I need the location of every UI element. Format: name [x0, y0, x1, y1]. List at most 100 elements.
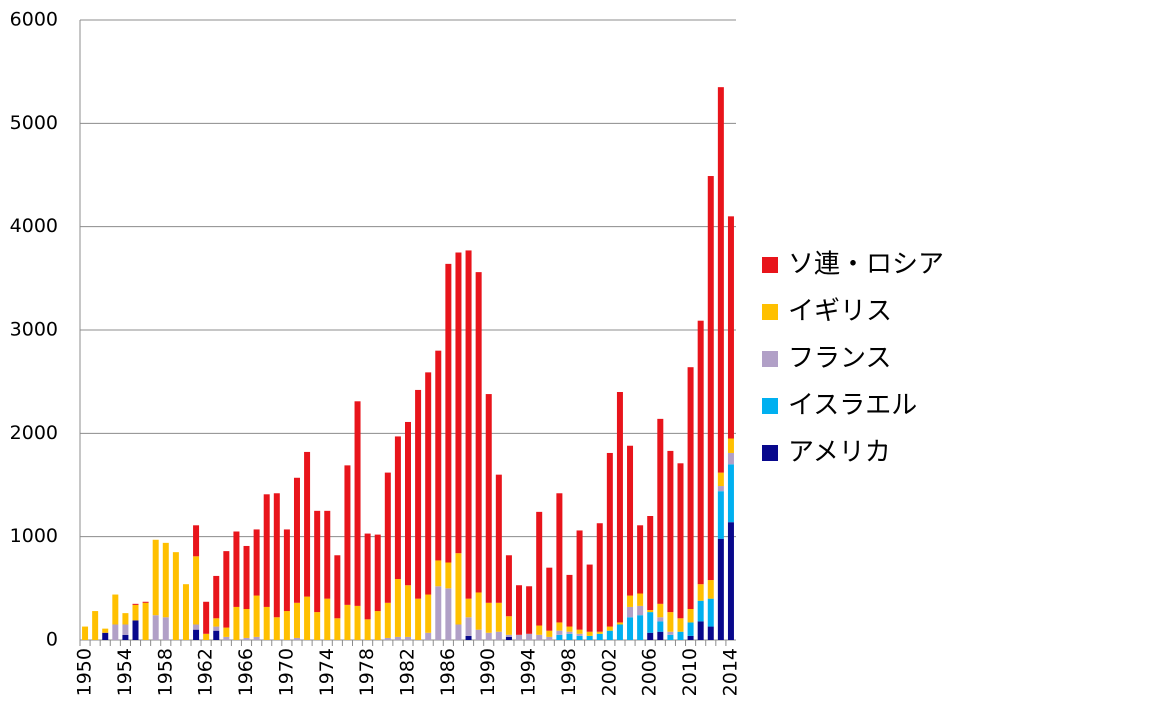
bar-segment	[616, 392, 623, 623]
bar-segment	[606, 452, 613, 627]
bar-segment	[162, 617, 169, 640]
legend-swatch	[762, 304, 778, 320]
x-tick-label: 1990	[477, 648, 499, 696]
bar-segment	[465, 598, 472, 618]
bar-segment	[495, 631, 502, 640]
bar-segment	[475, 629, 482, 640]
bar-segment	[203, 633, 210, 640]
bar-segment	[102, 632, 109, 640]
bar-segment	[566, 633, 573, 640]
bar-segment	[566, 626, 573, 632]
bar-segment	[495, 602, 502, 632]
bar-segment	[455, 624, 462, 640]
bar-segment	[596, 631, 603, 634]
bar-segment	[707, 598, 714, 627]
bar-segment	[647, 632, 654, 640]
legend-swatch	[762, 257, 778, 273]
x-tick-label: 1982	[397, 648, 419, 696]
bar-segment	[677, 463, 684, 619]
bar-segment	[657, 621, 664, 632]
bar-segment	[667, 634, 674, 640]
bar-segment	[556, 630, 563, 635]
bar-segment	[354, 605, 361, 640]
bar-segment	[132, 620, 139, 640]
bar-segment	[727, 522, 734, 640]
x-tick-label: 2010	[679, 648, 701, 696]
legend-label: イスラエル	[788, 391, 917, 421]
bar-segment	[727, 452, 734, 465]
bar-segment	[223, 627, 230, 637]
bar-segment	[616, 624, 623, 640]
bar-segment	[556, 493, 563, 623]
bar-segment	[263, 494, 270, 607]
bar-segment	[627, 595, 634, 607]
bar-segment	[707, 626, 714, 640]
bar-segment	[193, 525, 200, 557]
bar-segment	[394, 579, 401, 637]
bar-segment	[536, 511, 543, 626]
bar-segment	[162, 542, 169, 618]
bar-segment	[687, 635, 694, 640]
bar-segment	[293, 637, 300, 640]
bar-segment	[455, 553, 462, 625]
bar-segment	[647, 610, 654, 613]
bar-segment	[465, 250, 472, 599]
bar-segment	[596, 633, 603, 640]
bar-segment	[637, 593, 644, 606]
bar-segment	[314, 612, 321, 640]
bar-segment	[647, 516, 654, 611]
bar-segment	[193, 629, 200, 640]
bar-segment	[657, 603, 664, 618]
bar-segment	[122, 613, 129, 625]
bar-segment	[455, 252, 462, 554]
bar-segment	[435, 350, 442, 561]
bar-segment	[243, 545, 250, 609]
bar-segment	[112, 624, 119, 640]
bar-segment	[435, 586, 442, 640]
bar-segment	[92, 611, 99, 640]
bar-segment	[152, 539, 159, 616]
bar-segment	[253, 529, 260, 596]
bar-segment	[576, 635, 583, 640]
bar-segment	[445, 263, 452, 563]
bar-segment	[566, 631, 573, 634]
bar-segment	[415, 389, 422, 599]
bar-segment	[465, 635, 472, 640]
y-tick-label: 6000	[10, 9, 58, 31]
bar-segment	[283, 529, 290, 612]
bar-segment	[717, 87, 724, 473]
bar-segment	[172, 552, 179, 640]
bar-segment	[233, 606, 240, 640]
bar-segment	[122, 624, 129, 635]
bar-segment	[687, 367, 694, 609]
bar-segment	[304, 596, 311, 640]
x-tick-label: 1962	[195, 648, 217, 696]
bar-segment	[647, 612, 654, 633]
bar-segment	[556, 622, 563, 631]
x-tick-label: 1998	[558, 648, 580, 696]
bar-segment	[273, 617, 280, 640]
bar-segment	[344, 465, 351, 605]
bar-segment	[485, 632, 492, 640]
bar-segment	[364, 533, 371, 620]
bar-segment	[273, 493, 280, 618]
bar-segment	[526, 586, 533, 634]
y-tick-label: 2000	[10, 422, 58, 444]
bar-segment	[364, 619, 371, 640]
bar-segment	[637, 605, 644, 616]
bar-segment	[384, 472, 391, 603]
bar-segment	[132, 604, 139, 621]
bar-segment	[566, 574, 573, 627]
bar-segment	[687, 609, 694, 623]
bar-segment	[384, 637, 391, 640]
bar-segment	[657, 631, 664, 640]
x-tick-label: 1994	[518, 648, 540, 696]
bar-segment	[82, 626, 89, 640]
bar-segment	[425, 372, 432, 595]
bar-segment	[606, 630, 613, 640]
bar-segment	[727, 464, 734, 523]
bar-segment	[122, 634, 129, 640]
legend-label: フランス	[788, 344, 891, 374]
bar-segment	[112, 594, 119, 625]
bar-segment	[475, 592, 482, 630]
